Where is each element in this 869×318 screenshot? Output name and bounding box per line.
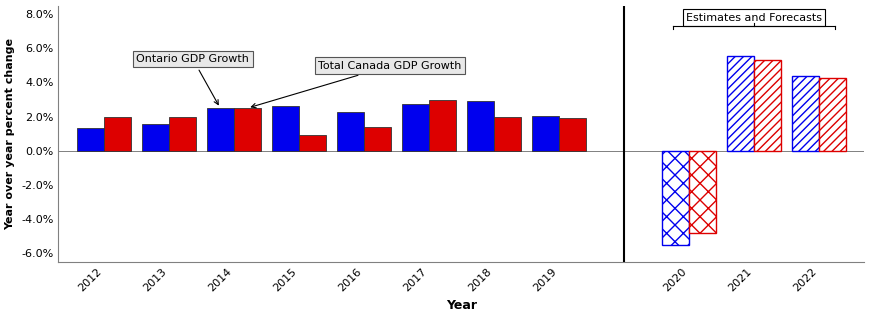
Text: Total Canada GDP Growth: Total Canada GDP Growth (251, 61, 461, 108)
Bar (753, 60, 780, 151)
Bar (336, 112, 363, 151)
Bar (660, 151, 688, 245)
Bar (401, 104, 428, 151)
Bar (206, 108, 234, 151)
Text: Ontario GDP Growth: Ontario GDP Growth (136, 54, 249, 105)
Text: Estimates and Forecasts: Estimates and Forecasts (685, 12, 821, 23)
Bar (791, 76, 818, 151)
Bar (299, 135, 326, 151)
Bar (494, 117, 521, 151)
X-axis label: Year: Year (446, 300, 476, 313)
Bar (234, 108, 261, 151)
Bar (466, 101, 494, 151)
Bar (726, 56, 753, 151)
Bar (558, 118, 586, 151)
Bar (428, 100, 455, 151)
Bar (531, 116, 558, 151)
Bar (363, 127, 391, 151)
Bar (76, 128, 103, 151)
Y-axis label: Year over year percent change: Year over year percent change (5, 38, 16, 230)
Bar (688, 151, 715, 233)
Bar (271, 106, 299, 151)
Bar (818, 78, 846, 151)
Bar (103, 117, 131, 151)
Bar (142, 124, 169, 151)
Bar (169, 117, 196, 151)
